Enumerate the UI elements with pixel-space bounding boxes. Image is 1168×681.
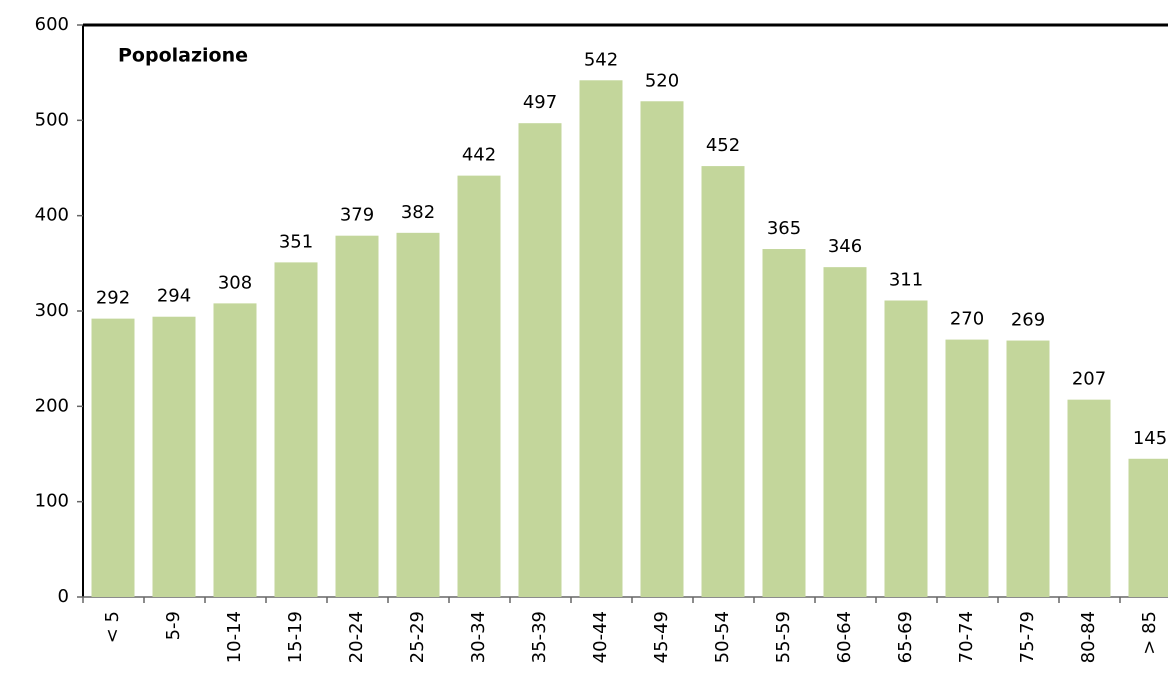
data-label: 311 (889, 270, 923, 291)
data-label: 442 (462, 145, 496, 166)
bar (945, 339, 989, 597)
x-tick-label: 65-69 (895, 611, 916, 663)
bar (91, 318, 135, 597)
x-tick-label: 30-34 (468, 611, 489, 663)
x-tick-label: 10-14 (224, 611, 245, 663)
chart-title: Popolazione (118, 45, 248, 67)
data-label: 452 (706, 135, 740, 156)
y-tick-label: 100 (35, 491, 69, 512)
data-label: 145 (1133, 428, 1167, 449)
data-label: 269 (1011, 310, 1045, 331)
data-label: 520 (645, 70, 679, 91)
data-label: 382 (401, 202, 435, 223)
bar (152, 316, 196, 597)
x-tick-label: 5-9 (163, 611, 184, 640)
x-tick-label: 50-54 (712, 611, 733, 663)
data-label: 294 (157, 286, 191, 307)
y-tick-label: 600 (35, 14, 69, 35)
x-tick-label: 25-29 (407, 611, 428, 663)
bar (823, 267, 867, 597)
bar (1128, 458, 1168, 597)
data-label: 270 (950, 309, 984, 330)
bar (518, 123, 562, 598)
x-tick-label: 75-79 (1017, 611, 1038, 663)
x-tick-label: 40-44 (590, 611, 611, 663)
y-tick-label: 300 (35, 300, 69, 321)
bar (579, 80, 623, 597)
bar (335, 235, 379, 598)
y-tick-label: 0 (58, 586, 69, 607)
bar (640, 101, 684, 598)
bar (762, 249, 806, 598)
data-label: 207 (1072, 369, 1106, 390)
bar (1006, 340, 1050, 597)
y-tick-label: 500 (35, 109, 69, 130)
data-label: 308 (218, 272, 252, 293)
bar (701, 166, 745, 598)
bar (213, 303, 257, 597)
data-label: 379 (340, 205, 374, 226)
x-tick-label: 70-74 (956, 611, 977, 663)
data-label: 542 (584, 49, 618, 70)
x-tick-label: > 85 (1139, 611, 1160, 655)
x-tick-label: 55-59 (773, 611, 794, 663)
x-tick-label: 35-39 (529, 611, 550, 663)
y-tick-label: 200 (35, 395, 69, 416)
data-label: 292 (96, 288, 130, 309)
y-tick-label: 400 (35, 205, 69, 226)
x-tick-label: 20-24 (346, 611, 367, 663)
bar (274, 262, 318, 597)
x-tick-label: 45-49 (651, 611, 672, 663)
data-label: 365 (767, 218, 801, 239)
data-label: 497 (523, 92, 557, 113)
x-tick-label: < 5 (102, 611, 123, 643)
bar (884, 300, 928, 597)
x-tick-label: 80-84 (1078, 611, 1099, 663)
bar (396, 232, 440, 597)
x-tick-label: 60-64 (834, 611, 855, 663)
bar (1067, 399, 1111, 597)
bar (457, 175, 501, 598)
data-label: 351 (279, 231, 313, 252)
x-tick-label: 15-19 (285, 611, 306, 663)
data-label: 346 (828, 236, 862, 257)
